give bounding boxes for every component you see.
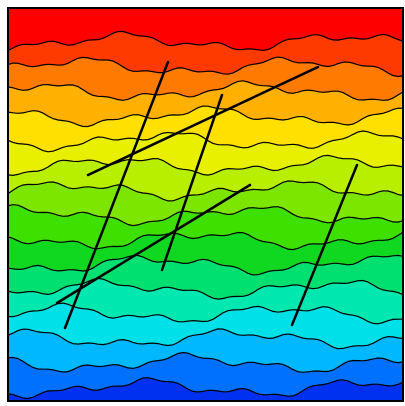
contour-field [3, 8, 405, 406]
chart [0, 0, 405, 406]
